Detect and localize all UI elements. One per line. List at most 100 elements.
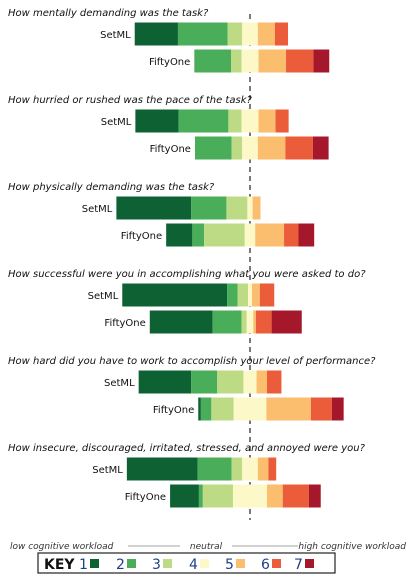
key-swatch bbox=[236, 559, 245, 568]
key-swatch bbox=[127, 559, 136, 568]
question-title: How hard did you have to work to accompl… bbox=[8, 356, 376, 367]
row-label: FiftyOne bbox=[153, 405, 194, 416]
key-section: low cognitive workload neutral high cogn… bbox=[10, 542, 406, 574]
bar-segment-level-7 bbox=[331, 397, 344, 421]
bar-segment-level-2 bbox=[194, 49, 232, 73]
bar-segment-level-6 bbox=[275, 109, 289, 133]
bar-segment-level-2 bbox=[192, 223, 205, 247]
bar-segment-level-3 bbox=[231, 457, 243, 481]
bar-segment-level-5 bbox=[252, 196, 261, 220]
bar-segment-level-4 bbox=[248, 283, 252, 307]
row-label: SetML bbox=[88, 291, 119, 302]
question-title: How mentally demanding was the task? bbox=[8, 8, 209, 19]
bar-segment-level-4 bbox=[233, 397, 267, 421]
bar-segment-level-1 bbox=[170, 484, 199, 508]
bar-segment-level-1 bbox=[149, 310, 213, 334]
row-label: SetML bbox=[92, 465, 123, 476]
question-title: How successful were you in accomplishing… bbox=[8, 269, 366, 280]
bar-segment-level-4 bbox=[242, 457, 258, 481]
bar-segment-level-3 bbox=[228, 109, 242, 133]
key-swatch bbox=[272, 559, 281, 568]
key-swatch bbox=[90, 559, 99, 568]
row-label: SetML bbox=[104, 378, 135, 389]
row-label: FiftyOne bbox=[121, 231, 162, 242]
bar-segment-level-4 bbox=[243, 370, 257, 394]
bar-segment-level-6 bbox=[284, 223, 299, 247]
bar-segment-level-4 bbox=[241, 109, 259, 133]
bar-segment-level-3 bbox=[202, 484, 233, 508]
bar-segment-level-5 bbox=[258, 49, 287, 73]
bar-segment-level-2 bbox=[178, 109, 229, 133]
bar-segment-level-2 bbox=[212, 310, 242, 334]
bar-segment-level-4 bbox=[232, 484, 268, 508]
bar-segment-level-5 bbox=[257, 136, 286, 160]
key-swatch bbox=[305, 559, 314, 568]
question-group: How hurried or rushed was the pace of th… bbox=[8, 95, 329, 160]
bar-segment-level-5 bbox=[253, 310, 256, 334]
bar-segment-level-4 bbox=[242, 136, 258, 160]
bar-segment-level-2 bbox=[197, 457, 232, 481]
bar-segment-level-1 bbox=[198, 397, 201, 421]
question-group: How insecure, discouraged, irritated, st… bbox=[8, 443, 366, 508]
bar-segment-level-7 bbox=[312, 136, 329, 160]
bar-segment-level-6 bbox=[259, 283, 275, 307]
bar-segment-level-2 bbox=[200, 397, 212, 421]
bar-segment-level-2 bbox=[227, 283, 238, 307]
bar-segment-level-4 bbox=[241, 49, 259, 73]
bar-segment-level-6 bbox=[286, 49, 314, 73]
bar-segment-level-1 bbox=[116, 196, 192, 220]
row-label: SetML bbox=[100, 30, 131, 41]
bar-segment-level-5 bbox=[257, 457, 269, 481]
bar-segment-level-6 bbox=[274, 22, 288, 46]
row-label: SetML bbox=[82, 204, 113, 215]
bar-segment-level-2 bbox=[194, 136, 232, 160]
bar-segment-level-2 bbox=[198, 484, 203, 508]
bar-segment-level-2 bbox=[177, 22, 228, 46]
bar-segment-level-5 bbox=[257, 22, 275, 46]
key-items: 1 2 3 4 5 6 7 bbox=[79, 557, 314, 573]
bar-segment-level-4 bbox=[246, 310, 254, 334]
key-neutral-label: neutral bbox=[190, 542, 223, 552]
bar-segment-level-3 bbox=[237, 283, 249, 307]
key-high-label: high cognitive workload bbox=[298, 542, 406, 552]
bar-segment-level-5 bbox=[251, 283, 260, 307]
key-level-number: 2 bbox=[116, 557, 125, 573]
bar-segment-level-3 bbox=[227, 22, 243, 46]
bar-segment-level-5 bbox=[255, 223, 285, 247]
key-level-number: 4 bbox=[189, 557, 198, 573]
key-low-label: low cognitive workload bbox=[10, 542, 114, 552]
row-label: FiftyOne bbox=[150, 144, 191, 155]
bar-segment-level-7 bbox=[313, 49, 330, 73]
bar-segment-level-1 bbox=[138, 370, 192, 394]
bar-segment-level-1 bbox=[135, 109, 179, 133]
bar-segment-level-7 bbox=[271, 310, 302, 334]
bar-segment-level-2 bbox=[191, 370, 218, 394]
question-group: How physically demanding was the task? Se… bbox=[8, 182, 315, 247]
row-label: FiftyOne bbox=[125, 492, 166, 503]
key-level-number: 1 bbox=[79, 557, 88, 573]
key-title: KEY bbox=[44, 557, 75, 573]
bar-segment-level-4 bbox=[244, 223, 256, 247]
question-title: How physically demanding was the task? bbox=[8, 182, 215, 193]
key-swatch bbox=[200, 559, 209, 568]
key-swatch bbox=[163, 559, 172, 568]
bar-segment-level-3 bbox=[231, 136, 243, 160]
row-label: FiftyOne bbox=[104, 318, 145, 329]
question-title: How insecure, discouraged, irritated, st… bbox=[8, 443, 366, 454]
question-group: How successful were you in accomplishing… bbox=[8, 269, 366, 334]
question-group: How hard did you have to work to accompl… bbox=[8, 356, 376, 421]
bar-segment-level-6 bbox=[268, 457, 277, 481]
bar-segment-level-6 bbox=[255, 310, 272, 334]
bar-segment-level-5 bbox=[267, 484, 283, 508]
bar-segment-level-1 bbox=[122, 283, 228, 307]
bar-segment-level-5 bbox=[258, 109, 276, 133]
bar-segment-level-7 bbox=[308, 484, 321, 508]
question-group: How mentally demanding was the task? SetM… bbox=[8, 8, 330, 73]
bar-segment-level-3 bbox=[217, 370, 244, 394]
row-label: SetML bbox=[101, 117, 132, 128]
bar-segment-level-2 bbox=[191, 196, 227, 220]
row-label: FiftyOne bbox=[149, 57, 190, 68]
bar-segment-level-6 bbox=[285, 136, 313, 160]
key-level-number: 6 bbox=[261, 557, 270, 573]
